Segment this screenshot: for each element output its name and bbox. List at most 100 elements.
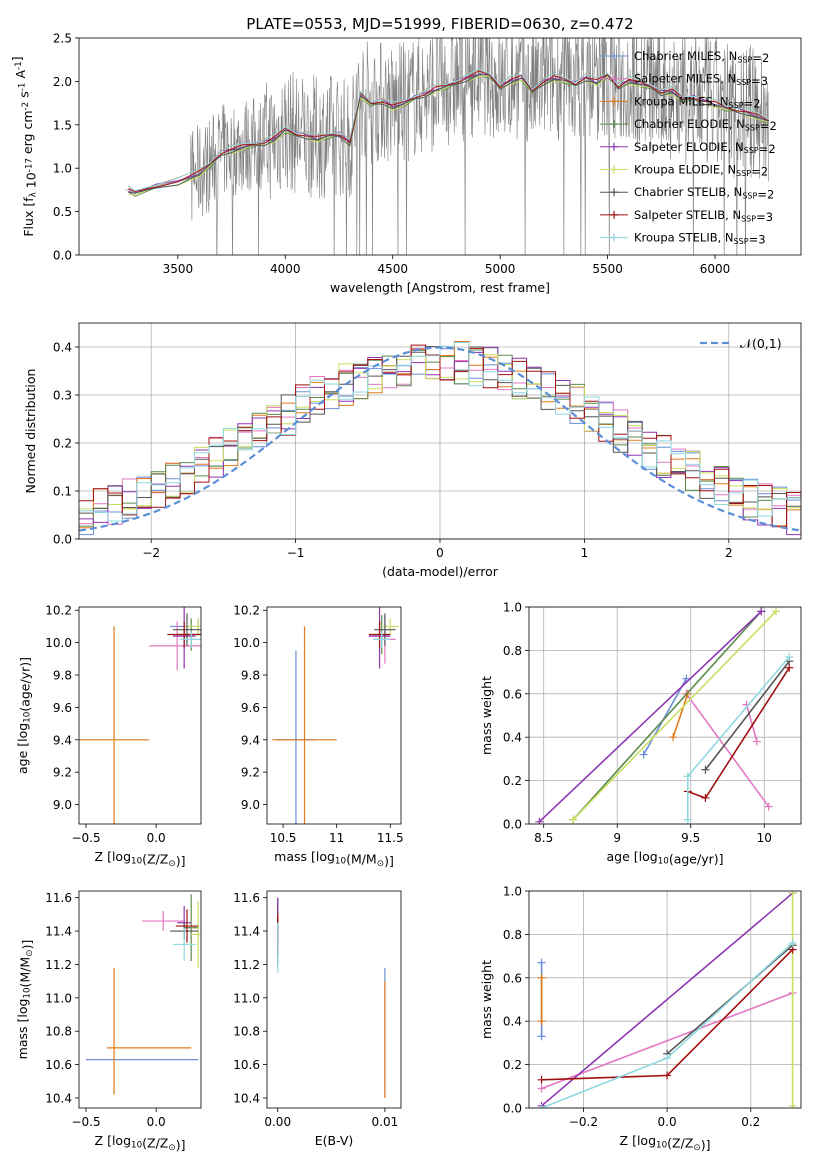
data-point (788, 939, 797, 948)
data-point (788, 1101, 797, 1108)
x-axis-label: Z [log10​(Z/Z⊙​)] (95, 849, 186, 869)
data-point (683, 815, 692, 824)
x-tick-label: 5000 (485, 262, 516, 276)
y-tick-label: 9.4 (53, 733, 72, 747)
residuals-plot (79, 341, 801, 536)
data-point (569, 815, 578, 824)
weight-line (685, 693, 770, 808)
legend-entry: Chabrier STELIB, NSSP​=2 (634, 185, 774, 201)
x-tick-label: 4500 (377, 262, 408, 276)
y-tick-label: 1.0 (503, 885, 522, 899)
residual-histogram-line (79, 347, 801, 527)
data-point (788, 891, 797, 898)
y-tick-label: 0.0 (53, 249, 72, 263)
y-tick-label: 2.5 (53, 32, 72, 46)
x-axis-label: Z [log10​(Z/Z⊙​)] (95, 1133, 186, 1153)
legend-entry: Chabrier ELODIE, NSSP​=2 (634, 117, 777, 133)
x-axis-label: (data-model)/error (382, 564, 499, 579)
y-tick-label: 0.0 (53, 533, 72, 547)
y-tick-label: 0.2 (503, 774, 522, 788)
x-tick-label: 5500 (592, 262, 623, 276)
data-point (610, 233, 618, 242)
legend-entry: Kroupa STELIB, NSSP​=3 (634, 231, 766, 247)
data-point (537, 1032, 546, 1041)
weight-line (572, 610, 762, 821)
weight_age-axes: 8.5 9 9.5 10 0.0 0.2 0.4 0.6 0.8 1.0 age [log10​(a… (479, 601, 802, 867)
y-tick-label: 1.0 (503, 601, 522, 615)
residuals-axes: −2 −1 0 1 2 0.0 0.1 0.2 0.3 0.4 (data-model)/error… (23, 322, 802, 579)
weight-line (745, 704, 758, 742)
residual-histogram-line (79, 348, 801, 533)
age_Z-plot (79, 607, 201, 824)
y-tick-label: 11.2 (233, 958, 260, 972)
x-tick-label: 9.5 (681, 831, 700, 845)
y-tick-label: 0.4 (53, 341, 72, 355)
residual-histogram-line (79, 341, 801, 529)
y-tick-label: 11.0 (45, 991, 72, 1005)
x-tick-label: −0.5 (71, 831, 100, 845)
x-tick-label: 8.5 (534, 831, 553, 845)
axes-frame (78, 606, 202, 825)
y-tick-label: 9.6 (241, 701, 260, 715)
x-axis-label: Z [log10​(Z/Z⊙​)] (620, 1133, 711, 1153)
axes-frame (78, 322, 802, 540)
data-point (757, 607, 766, 616)
x-tick-label: 0 (436, 546, 444, 560)
weight-line (572, 610, 777, 821)
x-tick-label: 2 (725, 546, 733, 560)
x-axis-label: E(B-V) (315, 1133, 354, 1148)
y-tick-label: 11.6 (45, 891, 72, 905)
weight_age-plot (535, 607, 794, 824)
residual-histogram-line (79, 344, 801, 535)
figure-title: PLATE=0553, MJD=51999, FIBERID=0630, z=0… (246, 15, 633, 33)
residual-histogram-line (79, 346, 801, 536)
weight_Z-plot (537, 891, 797, 1108)
data-point (535, 817, 544, 824)
weight-line (704, 660, 790, 771)
y-tick-label: 11.4 (45, 925, 72, 939)
spectrum-axes: 3500 4000 4500 5000 5500 6000 0.0 0.5 1.0 1.5 2.0 2… (9, 32, 802, 295)
data-point (639, 750, 648, 759)
y-tick-label: 10.6 (45, 1058, 72, 1072)
data-point (537, 958, 546, 967)
y-tick-label: 11.0 (233, 991, 260, 1005)
y-tick-label: 9.0 (241, 798, 260, 812)
x-tick-label: 6000 (700, 262, 731, 276)
y-tick-label: 0.0 (503, 1102, 522, 1116)
x-axis-label: mass [log10​(M/M⊙​)] (274, 849, 394, 869)
x-tick-label: 0.0 (147, 831, 166, 845)
residual-histogram-line (79, 354, 801, 514)
y-tick-label: 0.8 (503, 644, 522, 658)
model-spectrum-line (128, 68, 770, 192)
data-point (785, 652, 794, 661)
y-tick-label: 10.0 (45, 636, 72, 650)
y-tick-label: 10.2 (45, 604, 72, 618)
y-axis-label: mass weight (479, 676, 494, 755)
x-tick-label: 10.5 (270, 831, 297, 845)
data-point (682, 674, 691, 683)
axes-frame (266, 606, 402, 825)
x-tick-label: 1 (581, 546, 589, 560)
x-tick-label: 4000 (270, 262, 301, 276)
y-axis-label: Normed distribution (23, 369, 38, 494)
legend-entry: Kroupa MILES, NSSP​=2 (634, 94, 761, 110)
mass_Z-plot (86, 894, 201, 1095)
y-tick-label: 9.0 (53, 798, 72, 812)
y-tick-label: 1.5 (53, 118, 72, 132)
x-axis-label: age [log10​(age/yr)] (606, 849, 723, 867)
data-point (701, 793, 710, 802)
legend-entry: Salpeter ELODIE, NSSP​=2 (634, 140, 776, 156)
x-tick-label: −0.5 (71, 1115, 100, 1129)
mass_ebv-plot (277, 897, 386, 1098)
x-tick-label: −0.2 (569, 1115, 598, 1129)
y-tick-label: 10.8 (233, 1025, 260, 1039)
data-point (772, 607, 781, 616)
y-tick-label: 11.6 (233, 891, 260, 905)
data-point (610, 120, 618, 129)
data-point (785, 663, 794, 672)
legend-entry: Chabrier MILES, NSSP​=2 (634, 49, 769, 65)
axes-frame (528, 606, 802, 825)
weight-line (643, 678, 687, 755)
y-axis-label: age [log10​(age/yr)] (15, 657, 33, 774)
